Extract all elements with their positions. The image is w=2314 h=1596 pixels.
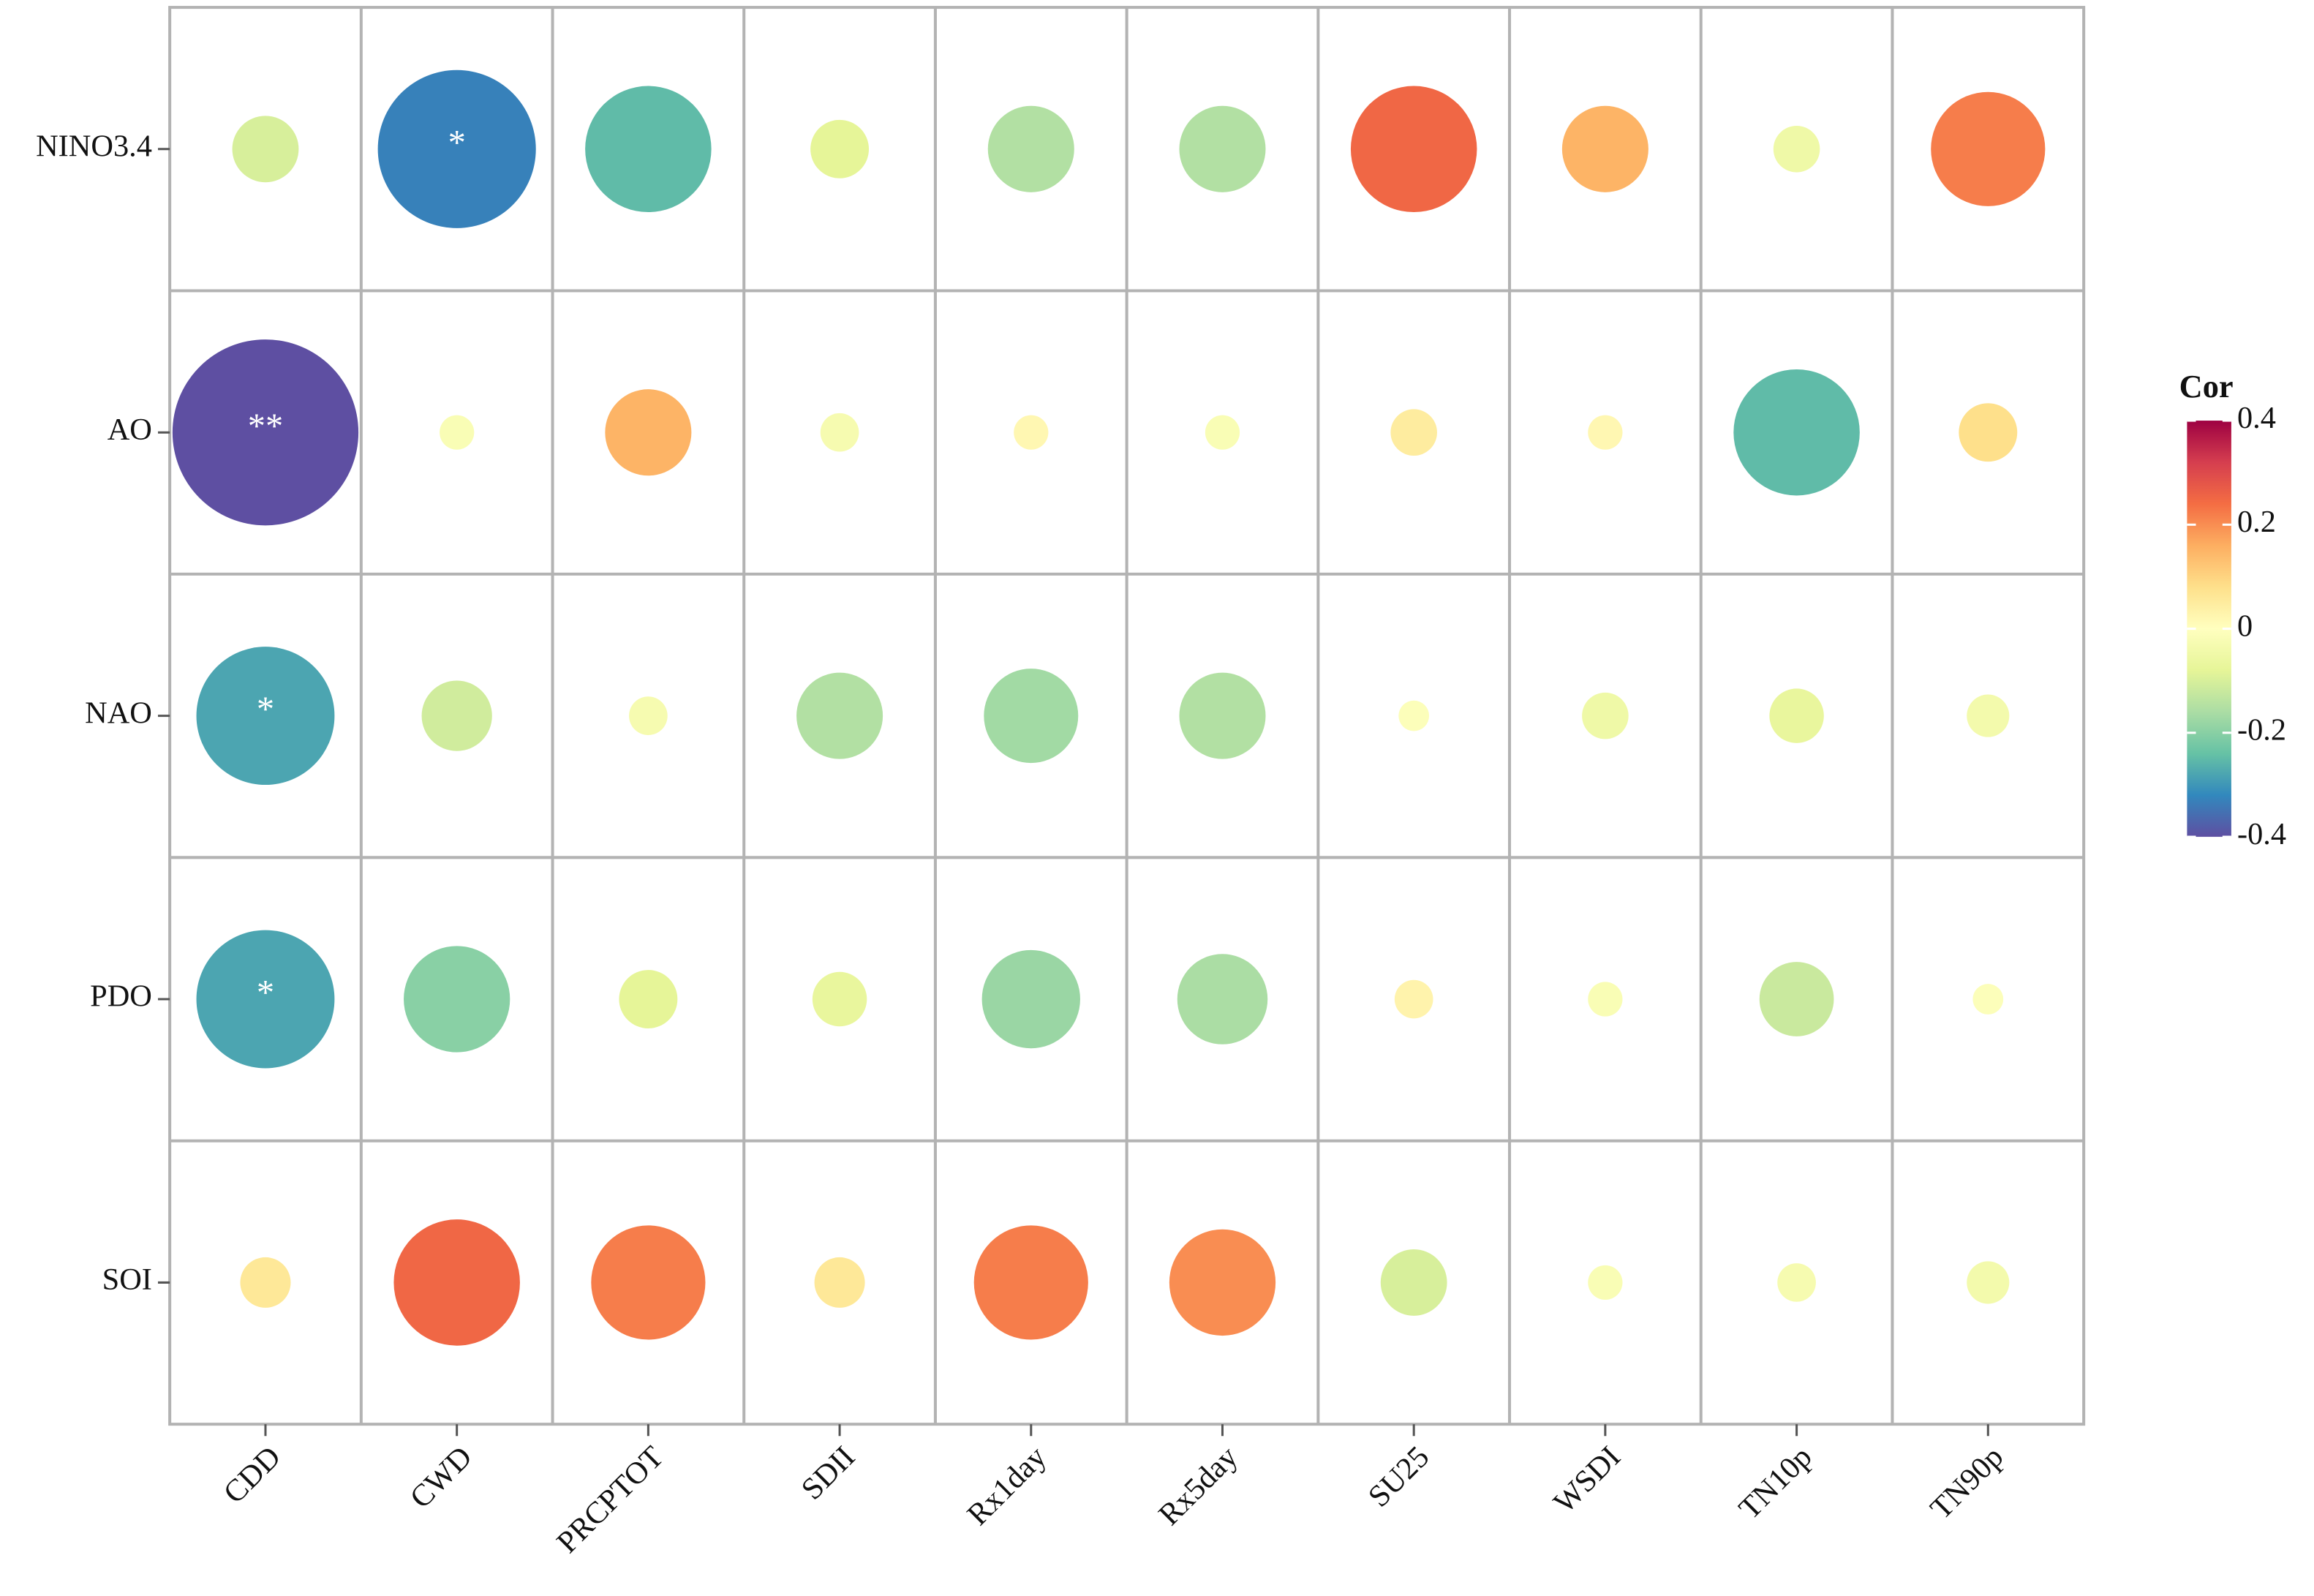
x-tick-label: SU25 xyxy=(1362,1439,1436,1513)
x-tick-label: PRCPTOT xyxy=(550,1439,670,1559)
bubble xyxy=(196,647,335,786)
bubble xyxy=(232,116,299,183)
y-tick-label: PDO xyxy=(90,979,152,1014)
bubble xyxy=(1398,700,1430,731)
bubble xyxy=(1759,962,1834,1036)
bubble xyxy=(1390,409,1437,456)
bubble xyxy=(1561,105,1648,192)
colorbar-tick-label: 0.4 xyxy=(2237,401,2276,435)
bubble xyxy=(1380,1249,1447,1316)
bubble xyxy=(981,949,1080,1049)
bubble xyxy=(1773,126,1820,173)
bubble xyxy=(421,680,492,751)
bubble xyxy=(585,86,712,213)
bubble xyxy=(605,389,692,476)
bubble xyxy=(1967,694,2010,737)
bubble xyxy=(629,696,668,735)
bubble xyxy=(1205,415,1240,450)
colorbar-title: Cor xyxy=(2179,368,2234,404)
bubble xyxy=(404,946,510,1053)
bubble xyxy=(796,672,883,759)
y-tick-label: NINO3.4 xyxy=(36,129,152,164)
bubble xyxy=(1733,369,1860,496)
significance-label: ** xyxy=(248,407,283,445)
bubble xyxy=(240,1257,291,1308)
bubble xyxy=(820,413,859,452)
x-tick-label: Rx1day xyxy=(960,1439,1053,1532)
x-tick-label: CWD xyxy=(404,1439,479,1515)
bubble xyxy=(814,1257,865,1308)
bubble xyxy=(1394,979,1433,1019)
bubble xyxy=(172,339,359,526)
significance-label: * xyxy=(448,124,466,162)
bubble xyxy=(1588,982,1623,1017)
bubble xyxy=(1972,984,2004,1015)
bubble xyxy=(619,970,678,1028)
bubble xyxy=(440,415,475,450)
bubble xyxy=(1179,672,1266,759)
bubble xyxy=(1588,415,1623,450)
bubble xyxy=(1169,1229,1276,1336)
bubble xyxy=(1769,688,1824,743)
bubble xyxy=(1967,1261,2010,1304)
bubble xyxy=(196,930,335,1069)
bubble xyxy=(1931,91,2046,206)
significance-label: * xyxy=(257,974,274,1012)
bubble xyxy=(1350,86,1477,213)
bubble xyxy=(1588,1265,1623,1300)
x-tick-label: TN10p xyxy=(1733,1439,1819,1526)
bubble xyxy=(377,69,536,228)
bubble xyxy=(984,669,1079,764)
x-tick-label: WSDI xyxy=(1547,1439,1627,1520)
colorbar-tick-label: -0.4 xyxy=(2237,817,2286,851)
y-tick-label: SOI xyxy=(102,1262,152,1297)
bubble xyxy=(1777,1263,1816,1302)
y-tick-label: AO xyxy=(108,413,152,447)
bubble xyxy=(987,105,1074,192)
bubble xyxy=(591,1225,706,1340)
colorbar-tick-label: 0.2 xyxy=(2237,505,2276,539)
colorbar-tick-label: 0 xyxy=(2237,609,2253,643)
bubble xyxy=(973,1225,1088,1340)
bubble xyxy=(1177,954,1268,1044)
x-tick-label: SDII xyxy=(795,1439,862,1506)
bubble xyxy=(810,119,870,178)
x-tick-label: CDD xyxy=(217,1439,287,1510)
bubble xyxy=(1179,105,1266,192)
bubble xyxy=(1582,692,1629,739)
significance-label: * xyxy=(257,690,274,729)
bubble xyxy=(812,971,867,1027)
bubble xyxy=(1959,403,2018,462)
x-tick-label: Rx5day xyxy=(1152,1439,1245,1532)
colorbar-tick-label: -0.2 xyxy=(2237,713,2286,748)
bubble xyxy=(393,1219,520,1346)
x-tick-label: TN90p xyxy=(1923,1439,2010,1526)
bubble xyxy=(1014,415,1049,450)
y-tick-label: NAO xyxy=(85,696,152,730)
